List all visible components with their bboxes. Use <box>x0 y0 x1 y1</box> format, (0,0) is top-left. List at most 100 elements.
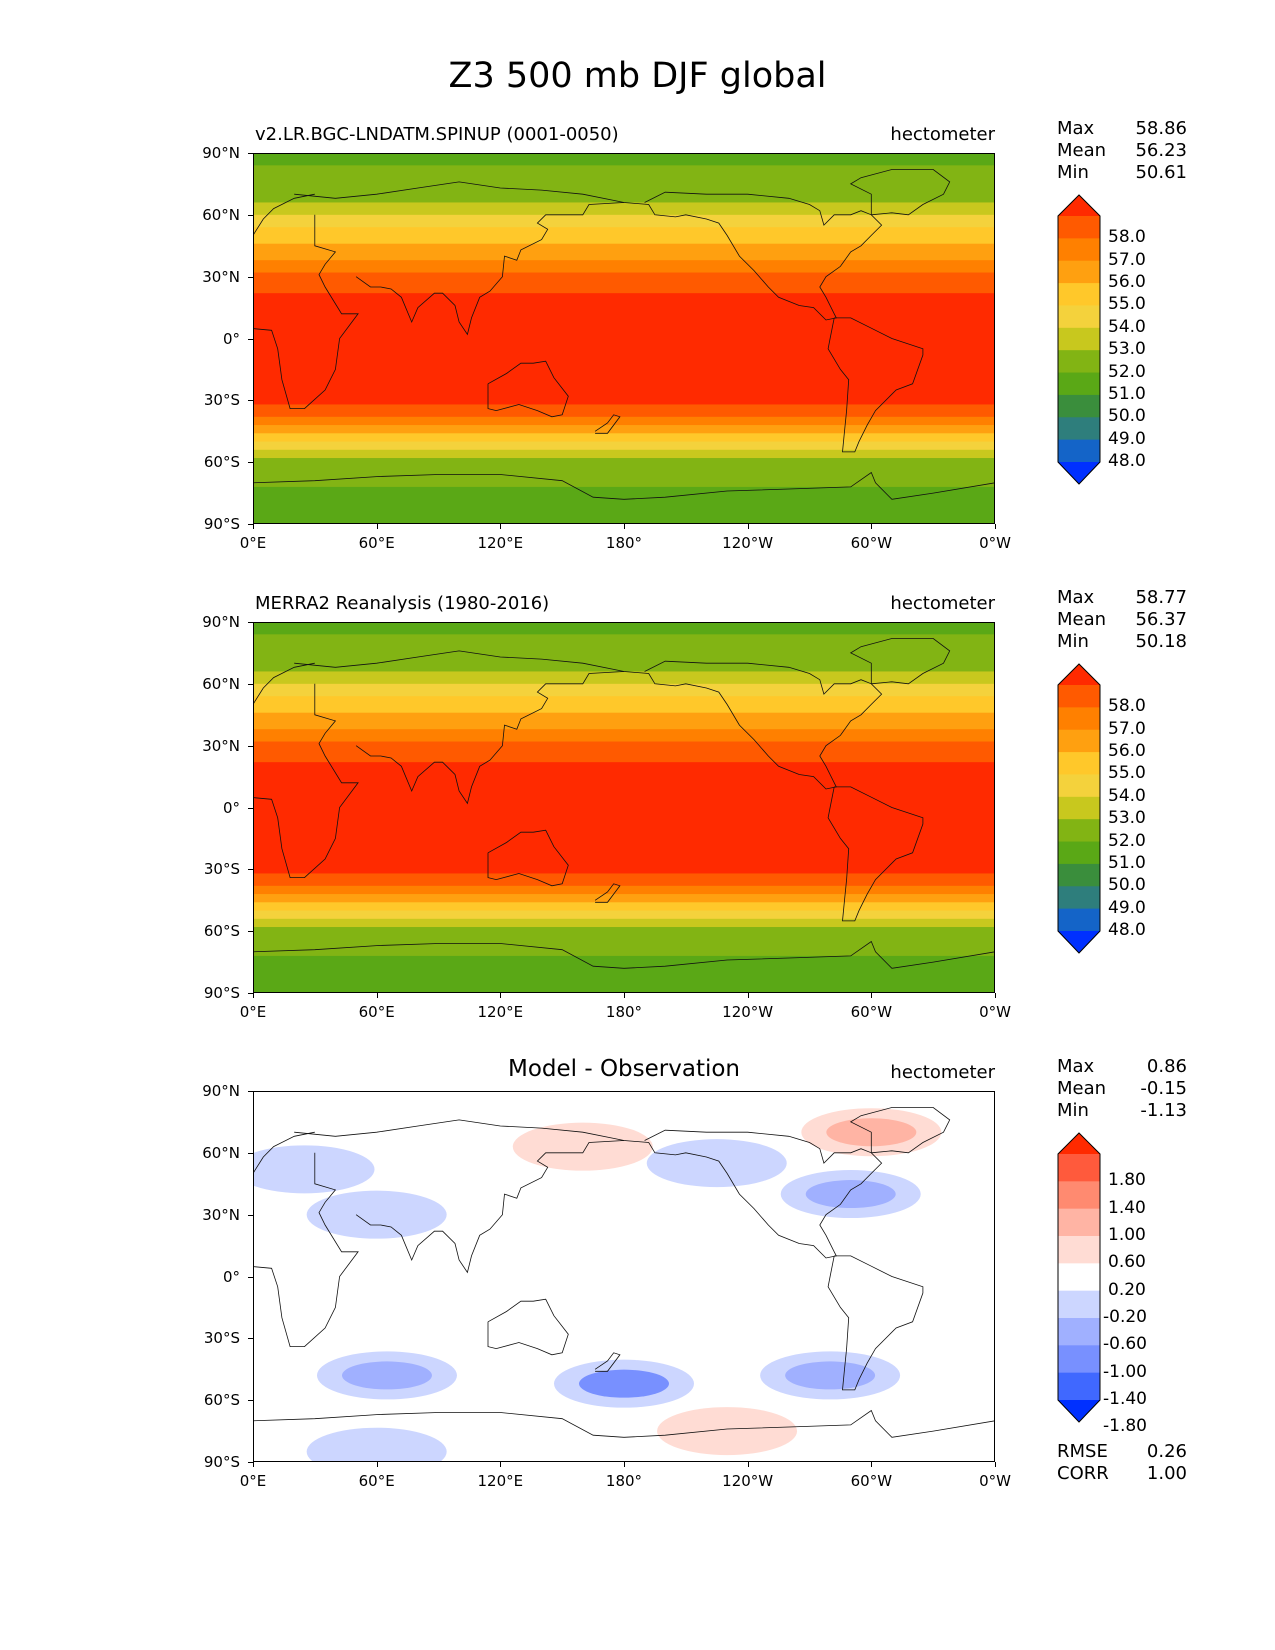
lat-tick <box>248 745 253 747</box>
colorbar-box <box>1058 707 1100 731</box>
zonal-band <box>253 177 995 183</box>
zonal-band <box>253 951 995 957</box>
coastline <box>294 181 625 203</box>
zonal-band <box>253 507 995 513</box>
panel-title: MERRA2 Reanalysis (1980-2016) <box>255 593 550 614</box>
colorbar-box <box>1058 1208 1100 1237</box>
stat-label: Mean <box>1057 140 1107 161</box>
colorbar-box <box>1058 1263 1100 1292</box>
lat-tick-label: 60°N <box>202 1143 240 1162</box>
stat-label: Mean <box>1057 1078 1107 1099</box>
anomaly-core <box>331 1437 422 1462</box>
zonal-band <box>253 753 995 759</box>
coastline <box>253 471 995 500</box>
anomaly-core <box>331 1200 422 1229</box>
zonal-band <box>253 840 995 846</box>
lon-tick <box>376 524 378 529</box>
zonal-band <box>253 326 995 331</box>
coastline <box>253 662 315 705</box>
lat-tick-label: 0° <box>222 329 240 348</box>
colorbar <box>1057 663 1101 954</box>
colorbar-box <box>1058 1372 1100 1401</box>
lon-tick-label: 60°W <box>850 1472 893 1490</box>
zonal-band <box>253 210 995 216</box>
zonal-band <box>253 741 995 747</box>
colorbar-box <box>1058 819 1100 843</box>
coastline <box>849 169 951 216</box>
lon-tick-label: 0°E <box>239 534 267 552</box>
zonal-band <box>253 297 995 302</box>
colorbar-box <box>1058 886 1100 910</box>
zonal-band <box>253 865 995 870</box>
coastline <box>623 1129 883 1259</box>
zonal-band <box>253 416 995 422</box>
lon-tick-label: 60°W <box>850 1003 893 1021</box>
zonal-band <box>253 968 995 973</box>
zonal-band <box>253 453 995 459</box>
zonal-band <box>253 683 995 689</box>
panel-model: v2.LR.BGC-LNDATM.SPINUP (0001-0050) hect… <box>0 0 1275 470</box>
lon-tick <box>376 993 378 998</box>
zonal-band <box>253 474 995 480</box>
lon-tick <box>500 524 502 529</box>
zonal-band <box>253 441 995 447</box>
zonal-band <box>253 519 995 524</box>
colorbar-top-extend <box>1058 664 1100 685</box>
lat-tick <box>248 931 253 933</box>
lon-tick <box>500 993 502 998</box>
colorbar-box <box>1058 1290 1100 1319</box>
zonal-band <box>253 243 995 249</box>
zonal-band <box>253 976 995 982</box>
zonal-band <box>253 165 995 171</box>
zonal-band <box>253 354 995 360</box>
zonal-band <box>253 844 995 850</box>
zonal-band <box>253 157 995 162</box>
zonal-band <box>253 198 995 204</box>
zonal-band <box>253 482 995 488</box>
colorbar-box <box>1058 350 1100 374</box>
colorbar-box <box>1058 796 1100 820</box>
lon-tick <box>253 524 254 529</box>
lon-tick <box>747 524 749 529</box>
stat-row: Max 58.86 <box>1057 118 1187 140</box>
colorbar-box <box>1058 752 1100 775</box>
colorbar-outline <box>1057 663 1101 954</box>
zonal-band <box>253 947 995 953</box>
lon-tick <box>500 1462 502 1467</box>
lat-tick-label: 0° <box>222 798 240 817</box>
zonal-band <box>253 462 995 467</box>
coastline <box>355 1140 625 1274</box>
zonal-band <box>253 272 995 278</box>
lat-tick <box>248 1276 253 1278</box>
colorbar-tick-label: -0.60 <box>1103 1334 1147 1355</box>
stat-value: 1.00 <box>1146 1463 1187 1484</box>
lon-tick-label: 120°W <box>722 534 774 552</box>
zonal-band <box>253 305 995 311</box>
lat-tick-label: 90°S <box>203 984 240 1002</box>
zonal-band <box>253 667 995 673</box>
lat-tick <box>248 524 253 525</box>
zonal-band <box>253 803 995 809</box>
zonal-band <box>253 848 995 854</box>
colorbar-tick-label: 1.40 <box>1108 1197 1146 1218</box>
stat-row: RMSE 0.26 <box>1057 1441 1187 1463</box>
lat-tick <box>248 1152 253 1154</box>
colorbar-box <box>1058 260 1100 284</box>
zonal-band <box>253 445 995 451</box>
zonal-band <box>253 260 995 265</box>
zonal-band <box>253 696 995 701</box>
zonal-band <box>253 379 995 385</box>
lat-tick-label: 30°N <box>202 267 240 286</box>
coastline <box>623 191 883 321</box>
zonal-band <box>253 988 995 993</box>
stat-row: Mean -0.15 <box>1057 1078 1187 1100</box>
stat-label: Min <box>1057 1100 1089 1121</box>
stat-label: Min <box>1057 631 1089 652</box>
zonal-band <box>253 449 995 455</box>
zonal-band <box>253 194 995 199</box>
coastline <box>594 1352 621 1372</box>
lon-tick <box>624 524 625 529</box>
coastlines <box>253 638 995 969</box>
colorbar-tick-label: 51.0 <box>1108 852 1146 873</box>
stat-label: Min <box>1057 162 1089 183</box>
